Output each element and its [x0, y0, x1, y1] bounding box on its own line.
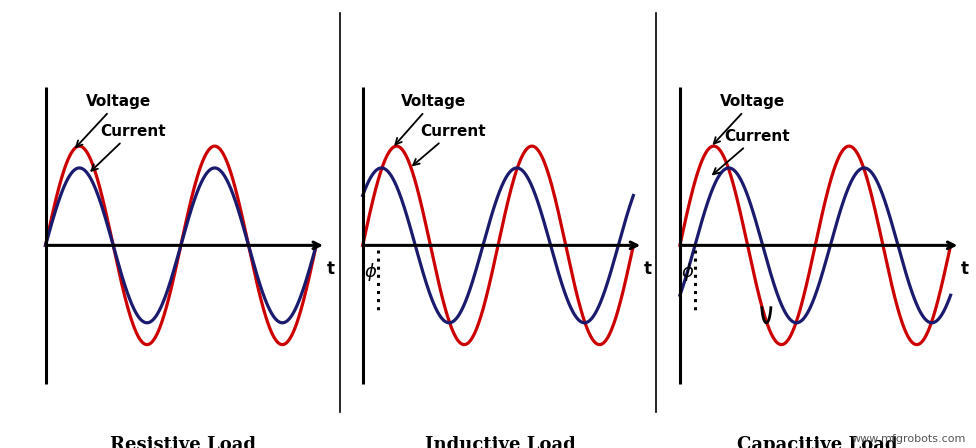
Text: Voltage: Voltage	[395, 94, 467, 145]
Text: t: t	[960, 260, 969, 278]
Text: Resistive Load: Resistive Load	[110, 436, 256, 448]
Text: ϕ: ϕ	[681, 263, 694, 281]
Text: Voltage: Voltage	[713, 94, 786, 144]
Text: t: t	[326, 260, 335, 278]
Text: ϕ: ϕ	[364, 263, 377, 281]
Text: Current: Current	[713, 129, 791, 174]
Text: Voltage: Voltage	[76, 94, 151, 147]
Text: Inductive Load: Inductive Load	[425, 436, 576, 448]
Text: Current: Current	[92, 124, 165, 171]
Text: Current: Current	[413, 124, 486, 165]
Text: Capacitive Load: Capacitive Load	[737, 436, 898, 448]
Text: www.mfgrobots.com: www.mfgrobots.com	[852, 434, 966, 444]
Text: t: t	[643, 260, 652, 278]
